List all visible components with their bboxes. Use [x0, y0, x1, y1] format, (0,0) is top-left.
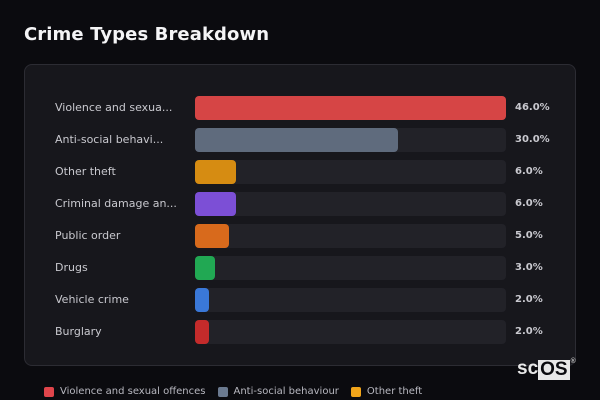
bar-fill[interactable] — [195, 160, 236, 184]
bar-fill[interactable] — [195, 192, 236, 216]
bar-label: Violence and sexua... — [55, 101, 173, 114]
bar-track — [195, 192, 506, 216]
legend-label: Anti-social behaviour — [233, 386, 339, 397]
bar-track — [195, 256, 506, 280]
bar-value: 5.0% — [515, 230, 543, 241]
bar-fill[interactable] — [195, 224, 229, 248]
bar-value: 46.0% — [515, 102, 550, 113]
bar-label: Burglary — [55, 325, 102, 338]
bar-label: Other theft — [55, 165, 116, 178]
bar-fill[interactable] — [195, 288, 209, 312]
bar-track — [195, 288, 506, 312]
legend-item[interactable]: Other theft — [350, 386, 423, 397]
bar-fill[interactable] — [195, 96, 506, 120]
registered-mark: ® — [570, 358, 576, 365]
logo-prefix: sc — [517, 358, 539, 379]
legend-item[interactable]: Anti-social behaviour — [217, 386, 339, 397]
bar-label: Criminal damage an... — [55, 197, 177, 210]
bar-value: 2.0% — [515, 326, 543, 337]
bar-label: Public order — [55, 229, 121, 242]
bar-value: 3.0% — [515, 262, 543, 273]
legend-swatch-icon — [217, 386, 228, 397]
bar-track — [195, 160, 506, 184]
legend-item[interactable]: Violence and sexual offences — [44, 386, 206, 397]
bar-row[interactable]: Criminal damage an... 6.0% — [25, 192, 575, 216]
bar-track — [195, 224, 506, 248]
bar-fill[interactable] — [195, 128, 398, 152]
bar-value: 6.0% — [515, 166, 543, 177]
scos-logo: sc OS ® — [517, 358, 576, 380]
logo-boxed: OS — [538, 359, 570, 380]
bar-row[interactable]: Public order 5.0% — [25, 224, 575, 248]
bar-label: Vehicle crime — [55, 293, 129, 306]
bar-row[interactable]: Other theft 6.0% — [25, 160, 575, 184]
bar-value: 2.0% — [515, 294, 543, 305]
bar-track — [195, 320, 506, 344]
bar-label: Anti-social behavi... — [55, 133, 164, 146]
bar-label: Drugs — [55, 261, 88, 274]
bar-row[interactable]: Drugs 3.0% — [25, 256, 575, 280]
bar-row[interactable]: Anti-social behavi... 30.0% — [25, 128, 575, 152]
bar-row[interactable]: Violence and sexua... 46.0% — [25, 96, 575, 120]
bar-track — [195, 128, 506, 152]
bar-row[interactable]: Burglary 2.0% — [25, 320, 575, 344]
bar-fill[interactable] — [195, 256, 216, 280]
legend-swatch-icon — [350, 386, 361, 397]
bar-fill[interactable] — [195, 320, 209, 344]
bar-row[interactable]: Vehicle crime 2.0% — [25, 288, 575, 312]
legend-swatch-icon — [44, 386, 54, 397]
bar-track — [195, 96, 506, 120]
bar-value: 30.0% — [515, 134, 550, 145]
bar-value: 6.0% — [515, 198, 543, 209]
chart-card: Violence and sexua... 46.0% Anti-social be… — [24, 64, 576, 366]
legend-label: Other theft — [366, 386, 423, 397]
chart-legend: Violence and sexual offences Anti-social … — [44, 386, 422, 397]
legend-label: Violence and sexual offences — [60, 386, 206, 397]
chart-title: Crime Types Breakdown — [24, 24, 270, 45]
